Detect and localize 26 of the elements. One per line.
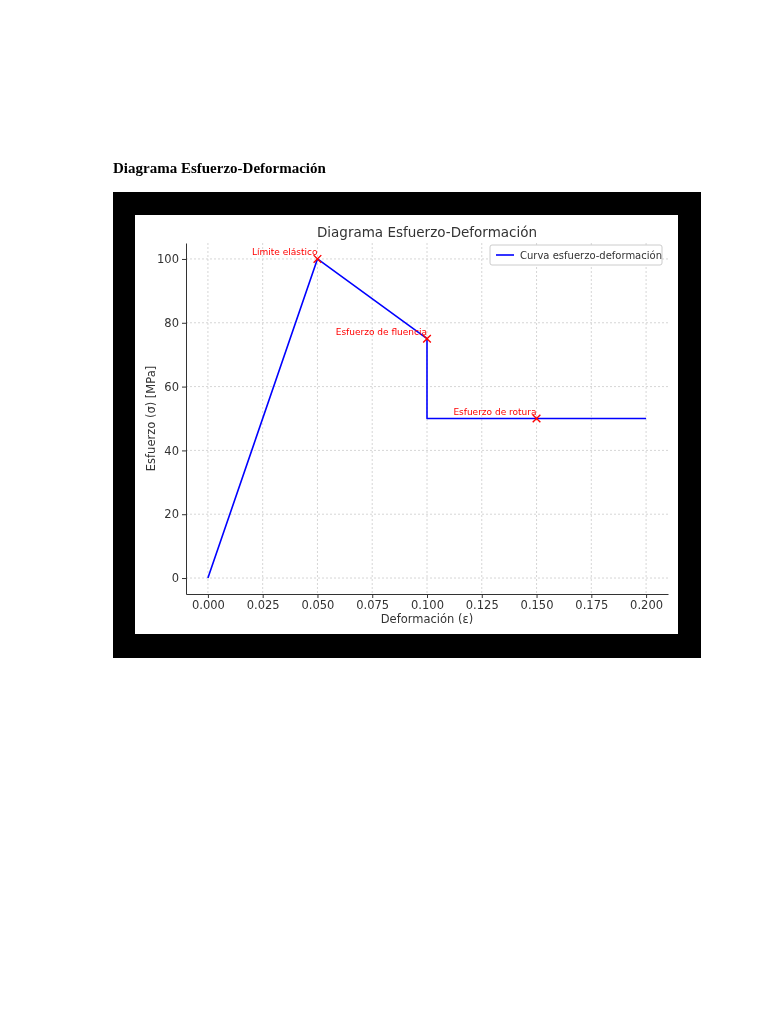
x-axis-title: Deformación (ε) (380, 612, 474, 626)
y-tick-label: 100 (157, 252, 179, 267)
y-tick-label: 60 (164, 379, 179, 394)
x-tick-label: 0.000 (191, 598, 225, 613)
y-tick-label: 20 (164, 507, 179, 522)
x-tick-label: 0.025 (246, 598, 280, 613)
x-tick-label: 0.175 (575, 598, 609, 613)
x-tick-label: 0.150 (520, 598, 554, 613)
x-tick-label: 0.125 (465, 598, 499, 613)
x-tick-label: 0.075 (356, 598, 390, 613)
y-tick-label: 80 (164, 315, 179, 330)
line-series (207, 258, 647, 579)
point (532, 413, 542, 424)
legend-label: Curva esfuerzo-deformación (520, 250, 662, 261)
y-tick-label: 40 (164, 443, 179, 458)
y-tick-label: 0 (171, 571, 179, 586)
x-tick-label: 0.100 (411, 598, 444, 613)
point (312, 254, 322, 264)
annotation: Límite elástico (252, 246, 318, 257)
chart-title: Diagrama Esfuerzo-Deformación (316, 224, 538, 240)
x-tick-label: 0.050 (301, 598, 335, 613)
y-axis-title: Esfuerzo (σ) [MPa] (144, 365, 158, 472)
annotation: Esfuerzo de rotura (453, 406, 537, 417)
text: Diagrama Esfuerzo-Deformación (113, 160, 327, 176)
x-tick-label: 0.200 (630, 598, 664, 613)
point (422, 334, 432, 344)
